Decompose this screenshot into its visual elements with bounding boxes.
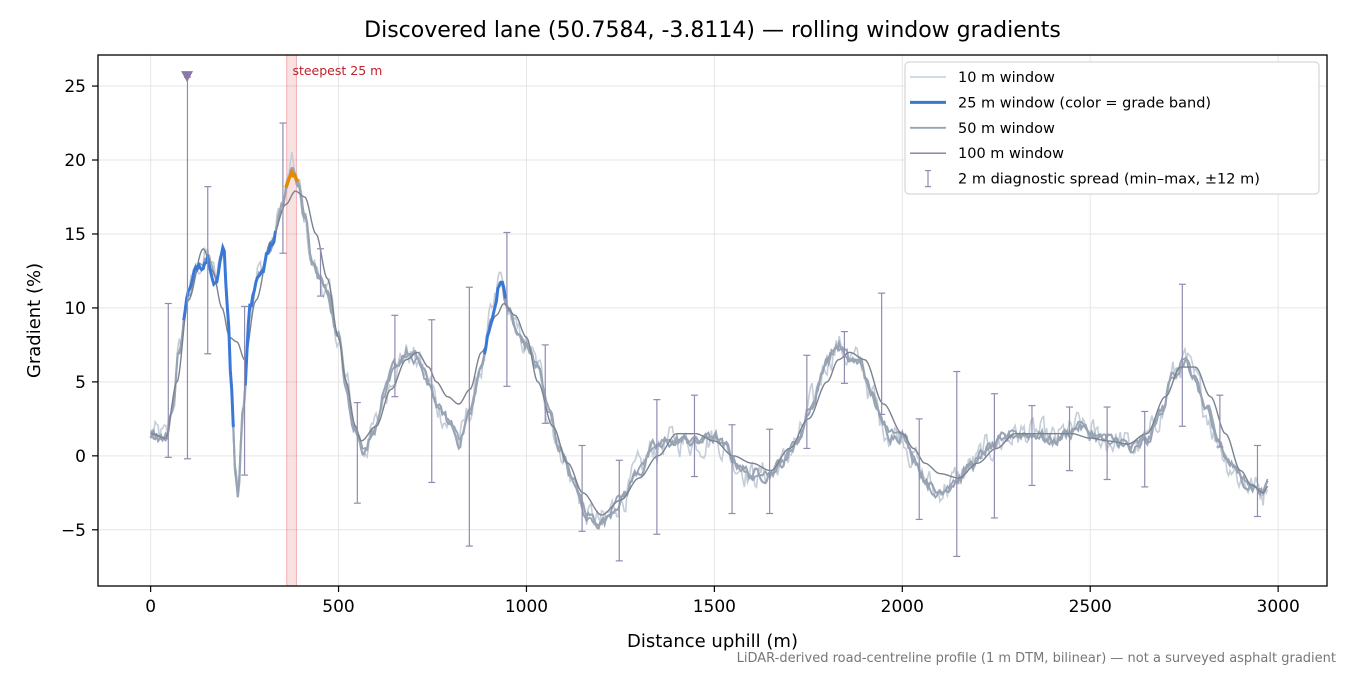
spread-bar [465,286,473,547]
legend: 10 m window 25 m window (color = grade ba… [904,61,1320,195]
legend-label: 2 m diagnostic spread (min–max, ±12 m) [958,172,1260,188]
y-tick-label: −5 [61,521,86,541]
legend-label: 50 m window [958,121,1055,137]
spread-bar [615,459,623,562]
spread-bar [204,186,212,355]
spread-bar [541,344,549,424]
spread-bar [803,354,811,450]
legend-label: 10 m window [958,70,1055,86]
y-tick-label: 5 [75,373,86,393]
legend-box [904,61,1320,195]
spread-bar [183,76,191,460]
spread-bar [241,305,249,476]
y-tick-label: 20 [64,151,86,171]
spread-bar [878,292,886,416]
spread-bar [1066,406,1074,472]
grid [98,55,1327,586]
spread-bar [1103,406,1111,481]
x-tick-label: 0 [145,597,156,617]
y-tick-label: 25 [64,77,86,97]
series-25m-grade-band-10-15 [182,230,507,428]
x-axis-label: Distance uphill (m) [627,631,798,652]
steepest-window-highlight [286,54,297,587]
x-tick-label: 1000 [505,597,548,617]
spread-bar [353,401,361,504]
chart-title: Discovered lane (50.7584, -3.8114) — rol… [364,18,1061,43]
y-tick-label: 10 [64,299,86,319]
legend-entry: 10 m window [910,70,1055,86]
series-10m [149,152,1269,526]
spread-bar [164,302,172,458]
y-tick-label: 15 [64,225,86,245]
spread-bar [578,444,586,532]
footnote: LiDAR-derived road-centreline profile (1… [736,651,1336,666]
plot-frame [97,54,1328,587]
spread-bar [503,231,511,387]
legend-entry: 25 m window (color = grade band) [910,95,1211,111]
x-tick-label: 3000 [1257,597,1300,617]
axis-ticks: 0 500 1000 1500 2000 2500 3000 −5 0 5 10 15 20 25 [61,77,1300,617]
y-tick-label: 0 [75,447,86,467]
spread-bar [279,122,287,254]
spread-bar [1253,444,1261,518]
spread-bar [1178,283,1186,427]
spread-bar [1216,394,1224,448]
peak-marker-triangle [181,71,194,83]
legend-entry: 2 m diagnostic spread (min–max, ±12 m) [925,170,1260,188]
spread-bar [428,319,436,484]
spread-bar [1141,410,1149,488]
series-25m-grade-band-20-plus [284,167,300,189]
spread-bar [915,418,923,521]
steepest-annotation: steepest 25 m [292,63,382,78]
spread-bar [690,394,698,478]
legend-label: 25 m window (color = grade band) [958,95,1211,111]
spread-bar [990,393,998,519]
spread-bar [766,428,774,515]
spread-bar [653,399,661,535]
spread-bar [840,330,848,384]
spread-bar [391,314,399,398]
legend-entry: 50 m window [910,121,1055,137]
x-tick-label: 2500 [1069,597,1112,617]
peak-marker [181,71,194,83]
spread-bar [316,248,324,297]
spread-bar [1028,404,1036,487]
steepest-window-band [286,54,297,587]
legend-label: 100 m window [958,146,1064,162]
x-tick-label: 2000 [881,597,924,617]
series-25m [149,169,1269,531]
series-50m [149,166,1269,527]
series-lines [149,152,1269,531]
y-axis-label: Gradient (%) [24,263,45,378]
series-100m [150,190,1269,516]
spread-bar [953,370,961,558]
legend-entry: 100 m window [910,146,1064,162]
x-tick-label: 500 [322,597,354,617]
spread-bar [728,424,736,515]
x-tick-label: 1500 [693,597,736,617]
